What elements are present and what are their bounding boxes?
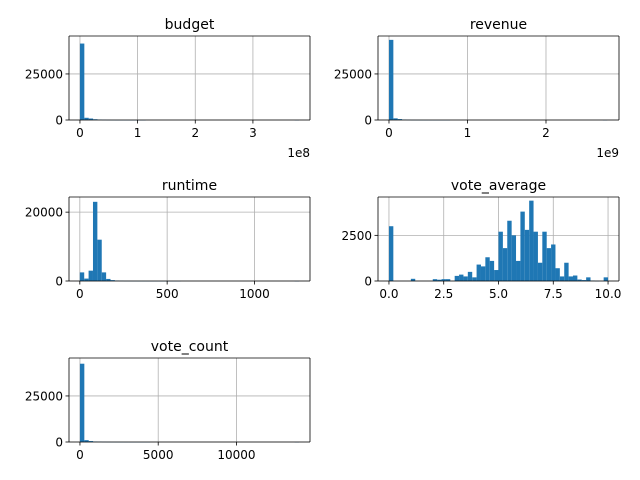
histogram-bar: [489, 260, 495, 281]
histogram-bar: [603, 277, 609, 281]
x-tick-label: 10.0: [595, 287, 622, 301]
histogram-bar: [516, 260, 521, 281]
histogram-bar: [84, 440, 89, 442]
histogram-bar: [79, 43, 85, 120]
histogram-bar: [476, 264, 481, 281]
histogram-bar: [533, 231, 538, 281]
x-tick-label: 10000: [217, 448, 255, 462]
histogram-bar: [92, 201, 98, 281]
x-tick-label: 0.0: [379, 287, 398, 301]
histogram-bar: [88, 118, 94, 120]
y-tick-label: 0: [364, 114, 372, 128]
histogram-bar: [485, 257, 490, 281]
histogram-bar: [467, 271, 473, 281]
histogram-bar: [110, 280, 115, 281]
histogram-bar: [568, 276, 573, 281]
histogram-bar: [459, 274, 464, 281]
x-tick-label: 0: [385, 126, 393, 140]
histogram-bar: [437, 279, 442, 281]
y-tick-label: 0: [55, 275, 63, 289]
histogram-bar: [572, 275, 578, 281]
x-tick-label: 0: [76, 287, 84, 301]
histogram-bar: [586, 277, 591, 281]
histogram-bar: [79, 363, 85, 442]
histogram-bar: [397, 119, 403, 120]
histogram-bar: [388, 39, 394, 121]
panel-vote-average: vote_average 0.0 2.5 5.0 7.5 10.0 0 2500: [341, 178, 622, 301]
x-tick-label: 3: [249, 126, 257, 140]
y-tick-label: 0: [55, 114, 63, 128]
x-tick-label: 2.5: [434, 287, 453, 301]
panel-budget: budget 0 1 2 3 0 25000 1e8: [25, 17, 311, 160]
histogram-bar: [388, 226, 394, 281]
histogram-bar: [445, 279, 451, 281]
y-tick-label: 25000: [25, 67, 63, 81]
y-tick-label: 2500: [341, 229, 372, 243]
histogram-bar: [564, 262, 569, 281]
histogram-bar: [551, 244, 556, 281]
histogram-bar: [480, 266, 486, 281]
x-tick-label: 5.0: [489, 287, 508, 301]
histogram-bar: [88, 270, 93, 281]
histogram-bar: [502, 248, 508, 281]
histogram-bar: [88, 441, 94, 442]
x-tick-label: 500: [156, 287, 179, 301]
histogram-bar: [410, 278, 416, 281]
panel-title: runtime: [162, 178, 217, 194]
histogram-bar: [507, 220, 512, 281]
histogram-bar: [537, 262, 543, 281]
x-tick-label: 0: [76, 126, 84, 140]
histogram-bar: [494, 270, 499, 281]
histogram-bar: [454, 275, 460, 281]
y-tick-label: 25000: [334, 67, 372, 81]
histogram-bar: [101, 272, 107, 281]
histogram-bar: [441, 279, 446, 281]
panel-revenue: revenue 0 1 2 0 25000 1e9: [334, 17, 620, 160]
histogram-bar: [529, 200, 534, 281]
axis-offset-label: 1e9: [596, 146, 619, 160]
panel-title: vote_count: [151, 339, 229, 355]
axis-offset-label: 1e8: [287, 146, 310, 160]
x-tick-label: 5000: [143, 448, 174, 462]
histogram-bar: [106, 278, 111, 281]
histogram-bar: [84, 117, 89, 120]
histogram-bar: [524, 229, 530, 281]
x-tick-label: 2: [191, 126, 199, 140]
histogram-bar: [472, 277, 477, 281]
y-tick-label: 20000: [25, 206, 63, 220]
histogram-bar: [84, 278, 89, 281]
histogram-bar: [432, 279, 438, 281]
histogram-bar: [559, 276, 565, 281]
histogram-bar: [577, 279, 582, 281]
panel-title: revenue: [470, 17, 527, 33]
y-tick-label: 25000: [25, 389, 63, 403]
x-tick-label: 0: [76, 448, 84, 462]
y-tick-label: 0: [55, 436, 63, 450]
histogram-bar: [542, 231, 547, 281]
x-tick-label: 1: [134, 126, 142, 140]
x-tick-label: 1000: [239, 287, 270, 301]
histogram-bar: [581, 280, 587, 281]
y-tick-label: 0: [364, 275, 372, 289]
panel-title: budget: [165, 17, 215, 33]
histogram-bar: [79, 272, 85, 281]
histogram-bar: [546, 248, 552, 281]
x-tick-label: 1: [464, 126, 472, 140]
histogram-bar: [498, 231, 503, 281]
histogram-bar: [97, 239, 102, 281]
histogram-bar: [463, 276, 468, 281]
panel-runtime: runtime 0 500 1000 0 20000: [25, 178, 311, 301]
x-tick-label: 7.5: [544, 287, 563, 301]
histogram-bar: [393, 118, 398, 120]
histogram-bar: [520, 211, 525, 281]
panel-vote-count: vote_count 0 5000 10000 0 25000: [25, 339, 311, 462]
histogram-bar: [555, 268, 560, 281]
histogram-bar: [511, 235, 517, 281]
panel-title: vote_average: [451, 178, 546, 194]
x-tick-label: 2: [542, 126, 550, 140]
